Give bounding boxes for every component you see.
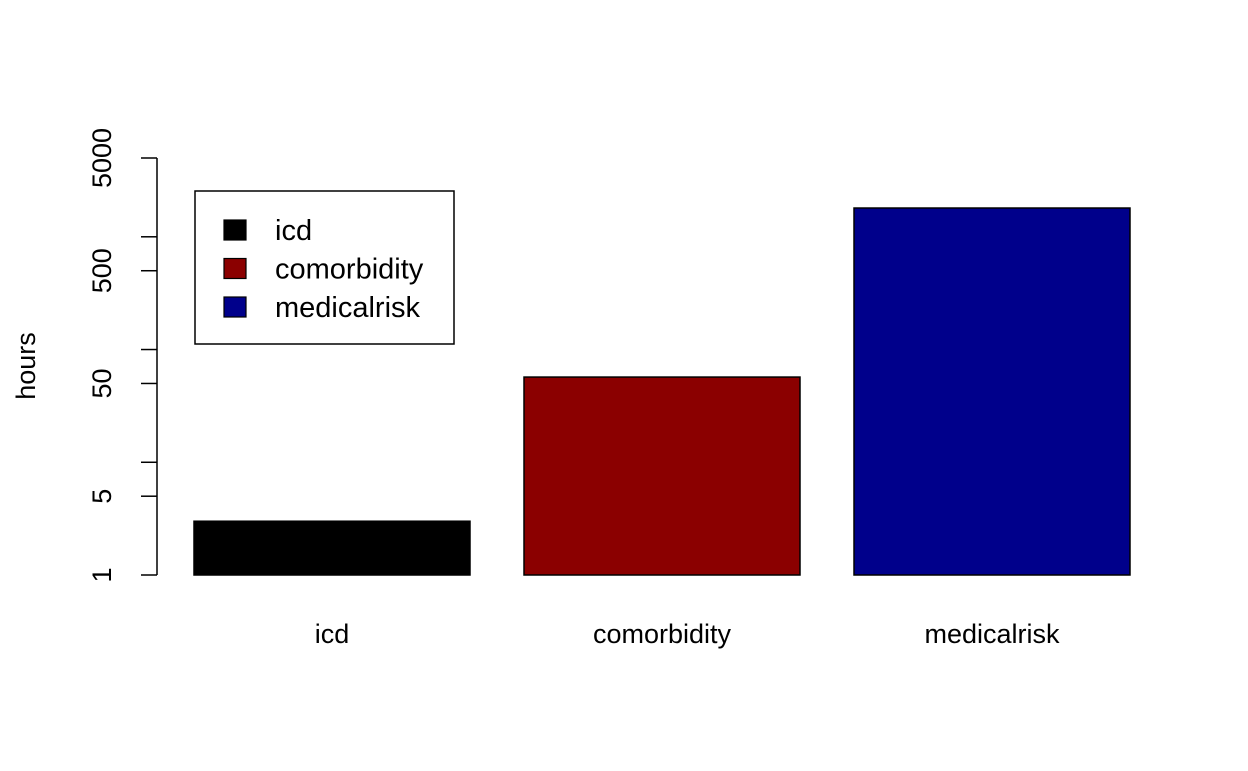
x-tick-label-medicalrisk: medicalrisk <box>924 619 1060 649</box>
x-axis-labels: icd comorbidity medicalrisk <box>315 619 1060 649</box>
legend-swatch-comorbidity <box>223 257 247 280</box>
y-tick-label-1: 1 <box>87 567 117 582</box>
y-axis-title: hours <box>11 332 41 400</box>
y-tick-label-50: 50 <box>87 368 117 398</box>
legend: icd comorbidity medicalrisk <box>194 190 455 345</box>
x-tick-label-icd: icd <box>315 619 350 649</box>
legend-label-icd: icd <box>275 215 312 247</box>
legend-swatch-icd <box>223 219 247 241</box>
x-tick-label-comorbidity: comorbidity <box>593 619 732 649</box>
legend-label-medicalrisk: medicalrisk <box>275 292 421 324</box>
bars-group <box>193 207 1131 576</box>
y-axis: 1 5 50 500 5000 <box>87 128 158 583</box>
y-tick-label-500: 500 <box>87 248 117 293</box>
y-tick-label-5: 5 <box>87 489 117 504</box>
legend-swatch-medicalrisk <box>223 296 247 318</box>
legend-label-comorbidity: comorbidity <box>275 254 424 286</box>
bar-icd <box>193 520 471 576</box>
y-tick-label-5000: 5000 <box>87 128 117 188</box>
bar-medicalrisk <box>853 207 1131 576</box>
bar-comorbidity <box>523 376 801 576</box>
